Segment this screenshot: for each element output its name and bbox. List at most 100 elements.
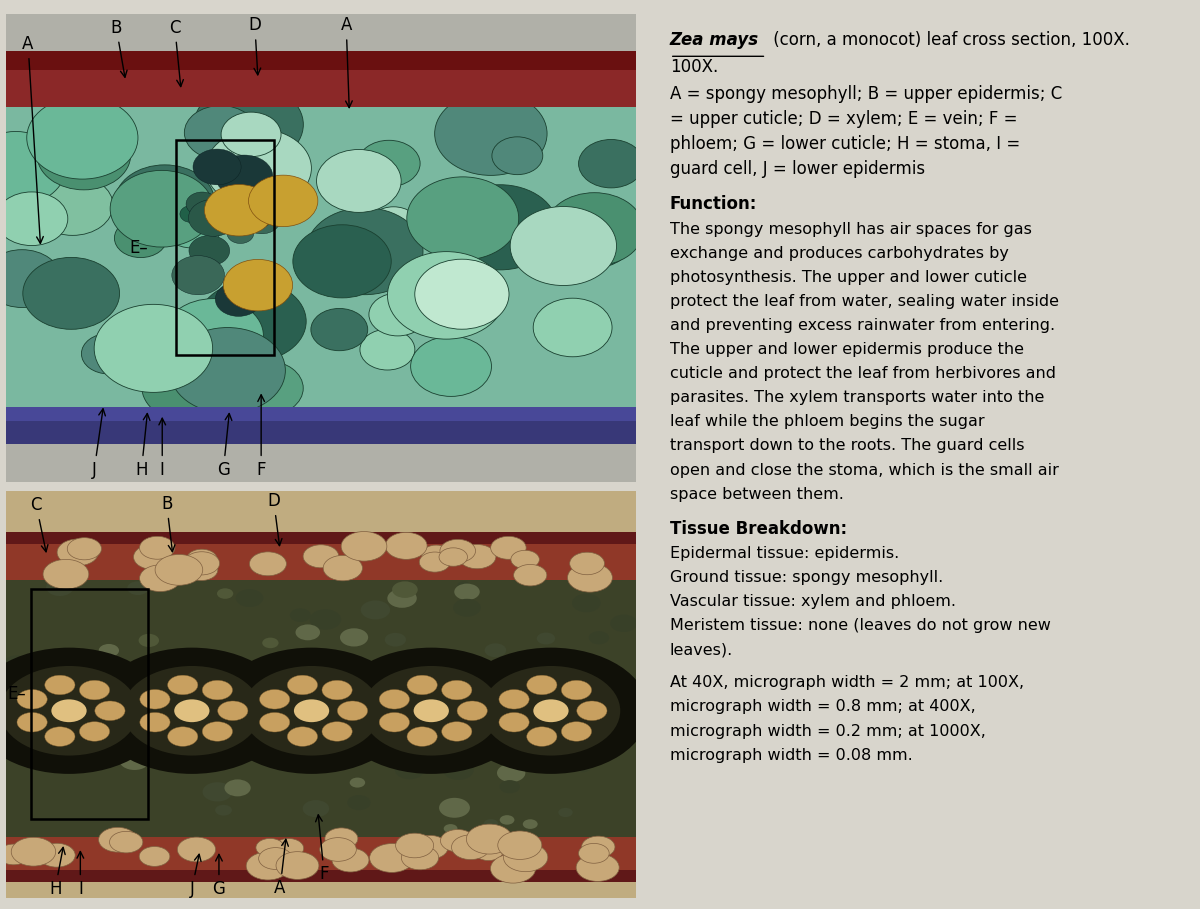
Circle shape xyxy=(276,852,319,879)
Circle shape xyxy=(140,713,170,732)
Circle shape xyxy=(395,760,425,779)
Circle shape xyxy=(203,722,233,741)
Circle shape xyxy=(510,206,617,285)
Circle shape xyxy=(368,206,419,245)
Bar xyxy=(31,589,148,819)
Circle shape xyxy=(223,259,293,311)
Circle shape xyxy=(491,536,526,559)
Text: C: C xyxy=(30,496,48,552)
Circle shape xyxy=(455,584,480,600)
Circle shape xyxy=(407,675,437,694)
Circle shape xyxy=(502,841,532,861)
Circle shape xyxy=(324,664,341,674)
Text: D: D xyxy=(268,492,282,545)
Text: micrograph width = 0.08 mm.: micrograph width = 0.08 mm. xyxy=(670,747,912,763)
Circle shape xyxy=(133,544,173,569)
Circle shape xyxy=(114,218,167,257)
Circle shape xyxy=(224,779,251,796)
Circle shape xyxy=(419,552,450,572)
Circle shape xyxy=(388,252,505,339)
Circle shape xyxy=(94,647,289,774)
Circle shape xyxy=(484,729,505,743)
Circle shape xyxy=(457,706,485,724)
Circle shape xyxy=(368,293,427,336)
Text: Function:: Function: xyxy=(670,195,757,214)
Circle shape xyxy=(98,644,119,657)
Circle shape xyxy=(302,800,329,817)
Circle shape xyxy=(203,782,233,802)
Circle shape xyxy=(349,777,365,787)
Circle shape xyxy=(188,235,229,265)
Circle shape xyxy=(155,670,185,689)
Circle shape xyxy=(492,137,542,175)
Circle shape xyxy=(79,680,109,700)
Circle shape xyxy=(163,299,263,373)
Circle shape xyxy=(499,815,515,824)
Circle shape xyxy=(259,713,289,732)
Circle shape xyxy=(82,334,136,374)
Circle shape xyxy=(499,690,529,709)
Circle shape xyxy=(504,843,548,872)
Circle shape xyxy=(439,798,470,818)
Circle shape xyxy=(118,325,203,388)
Text: micrograph width = 0.2 mm; at 1000X,: micrograph width = 0.2 mm; at 1000X, xyxy=(670,724,985,738)
Circle shape xyxy=(578,139,643,188)
Circle shape xyxy=(294,699,329,722)
Circle shape xyxy=(421,545,450,564)
Bar xyxy=(6,540,636,581)
Circle shape xyxy=(0,844,30,864)
Circle shape xyxy=(511,550,539,569)
Circle shape xyxy=(17,690,47,709)
Circle shape xyxy=(498,831,542,859)
Circle shape xyxy=(596,671,611,680)
Circle shape xyxy=(23,257,120,329)
Text: A: A xyxy=(23,35,43,244)
Text: Zea mays: Zea mays xyxy=(670,32,758,49)
Circle shape xyxy=(52,699,86,722)
Circle shape xyxy=(0,647,167,774)
Circle shape xyxy=(17,713,47,732)
Circle shape xyxy=(284,701,310,717)
Circle shape xyxy=(401,845,439,870)
Circle shape xyxy=(0,250,61,307)
Circle shape xyxy=(298,744,320,758)
Circle shape xyxy=(238,209,264,228)
Circle shape xyxy=(362,666,500,755)
Circle shape xyxy=(26,96,138,179)
Circle shape xyxy=(139,564,181,592)
Circle shape xyxy=(444,824,457,833)
Circle shape xyxy=(115,165,215,239)
Circle shape xyxy=(139,536,175,559)
Circle shape xyxy=(568,563,612,592)
Circle shape xyxy=(582,836,614,858)
Circle shape xyxy=(205,129,311,207)
Circle shape xyxy=(590,688,607,699)
Circle shape xyxy=(491,854,535,884)
Bar xyxy=(6,837,636,870)
Circle shape xyxy=(442,680,472,700)
Circle shape xyxy=(499,780,520,794)
Circle shape xyxy=(442,722,472,741)
Circle shape xyxy=(337,701,367,721)
Circle shape xyxy=(523,819,538,829)
Circle shape xyxy=(185,105,257,160)
Circle shape xyxy=(499,713,529,732)
Circle shape xyxy=(172,255,224,295)
Bar xyxy=(6,416,636,445)
Text: The upper and lower epidermis produce the: The upper and lower epidermis produce th… xyxy=(670,343,1024,357)
Circle shape xyxy=(290,608,311,622)
Circle shape xyxy=(274,838,304,858)
Circle shape xyxy=(217,701,248,721)
Circle shape xyxy=(388,589,416,608)
Circle shape xyxy=(415,259,509,329)
Text: Tissue Breakdown:: Tissue Breakdown: xyxy=(670,520,847,537)
Circle shape xyxy=(574,201,643,253)
Circle shape xyxy=(568,680,588,694)
Circle shape xyxy=(389,728,419,747)
Circle shape xyxy=(186,192,218,216)
Circle shape xyxy=(440,830,475,852)
Circle shape xyxy=(215,804,232,815)
Circle shape xyxy=(36,709,64,726)
Text: transport down to the roots. The guard cells: transport down to the roots. The guard c… xyxy=(670,438,1025,454)
Circle shape xyxy=(440,539,475,563)
